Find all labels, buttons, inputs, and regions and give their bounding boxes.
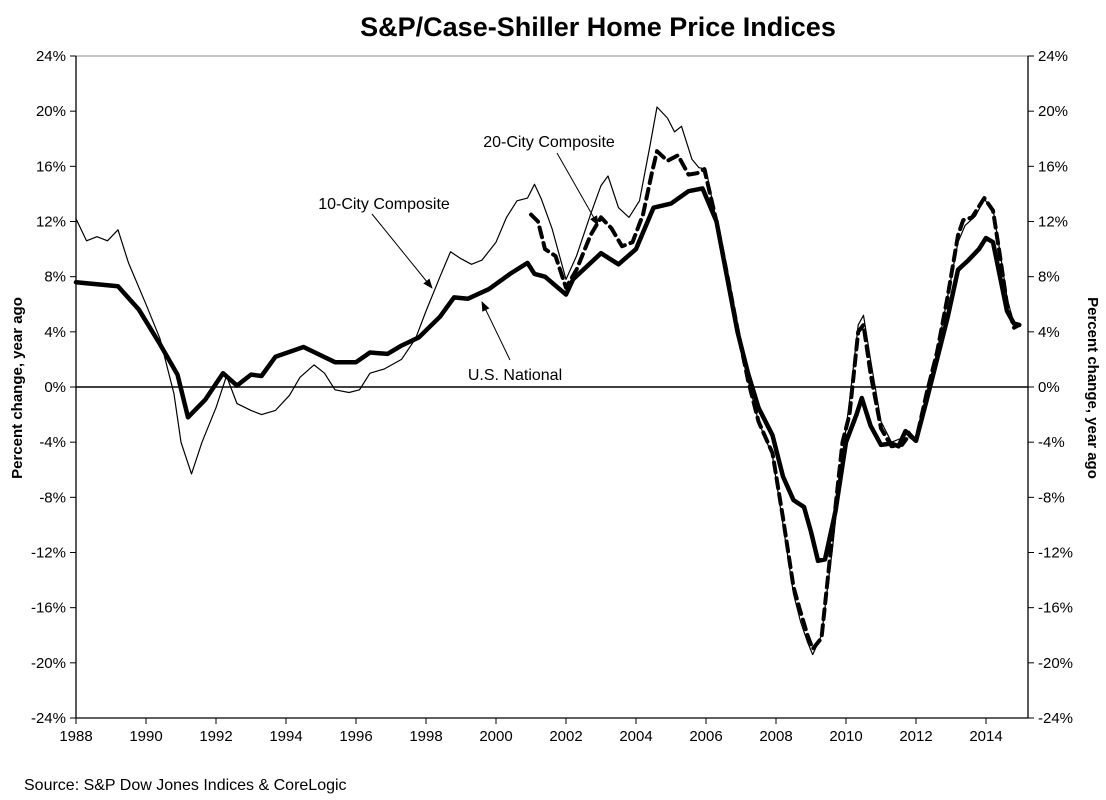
y-tick-label-right: 0% [1038,379,1060,396]
x-tick-label: 2004 [619,728,652,745]
y-tick-label-right: 24% [1038,48,1068,65]
y-tick-label-left: -4% [39,434,66,451]
y-tick-label-left: 16% [36,158,66,175]
y-tick-label-right: 20% [1038,103,1068,120]
x-tick-label: 1990 [129,728,162,745]
series-line-10-city-composite [75,106,1020,656]
chart-title: S&P/Case-Shiller Home Price Indices [360,12,836,42]
y-tick-label-left: -16% [31,600,66,617]
y-tick-label-right: -24% [1038,710,1073,727]
annotation-arrow [481,301,511,361]
y-tick-label-left: -20% [31,655,66,672]
x-tick-label: 1996 [339,728,372,745]
x-tick-label: 1994 [269,728,302,745]
series-line-20-city-composite [529,149,1022,651]
y-tick-label-right: 12% [1038,214,1068,231]
y-tick-label-right: -20% [1038,655,1073,672]
y-tick-label-left: -12% [31,545,66,562]
y-tick-label-right: 4% [1038,324,1060,341]
x-tick-label: 2008 [759,728,792,745]
y-tick-label-left: 4% [44,324,66,341]
annotation-arrow [371,213,433,289]
y-tick-label-left: 20% [36,103,66,120]
annotation-label: 20-City Composite [483,134,615,151]
series-lines [73,106,1022,656]
y-tick-label-right: -12% [1038,545,1073,562]
x-tick-label: 2010 [829,728,862,745]
annotations: 10-City Composite 20-City Composite U.S. N… [318,134,615,384]
x-tick-label: 1988 [59,728,92,745]
series-line-u-s-national [73,186,1022,564]
y-tick-label-left: 24% [36,48,66,65]
x-tick-label: 2012 [899,728,932,745]
x-tick-label: 1998 [409,728,442,745]
source-note: Source: S&P Dow Jones Indices & CoreLogi… [24,777,347,794]
x-tick-label: 2000 [479,728,512,745]
y-tick-label-left: 8% [44,269,66,286]
annotation-label: U.S. National [468,367,562,384]
x-tick-label: 2002 [549,728,582,745]
y-tick-label-left: -8% [39,489,66,506]
x-tick-label: 1992 [199,728,232,745]
annotation-label: 10-City Composite [318,196,450,213]
axes: 24% 24% 20% 20% 16% 16% 12% 12% 8% 8% 4% 4% 0% 0% -4% -… [31,48,1073,745]
x-tick-label: 2014 [969,728,1002,745]
y-tick-label-right: -8% [1038,489,1065,506]
annotation-arrow [556,152,599,226]
x-tick-label: 2006 [689,728,722,745]
y-axis-label-left: Percent change, year ago [9,297,26,479]
y-tick-label-right: -4% [1038,434,1065,451]
y-tick-label-left: 0% [44,379,66,396]
y-tick-label-right: 8% [1038,269,1060,286]
y-tick-label-right: -16% [1038,600,1073,617]
y-tick-label-right: 16% [1038,158,1068,175]
y-axis-label-right: Percent change, year ago [1084,297,1101,479]
y-tick-label-left: 12% [36,214,66,231]
y-tick-label-left: -24% [31,710,66,727]
